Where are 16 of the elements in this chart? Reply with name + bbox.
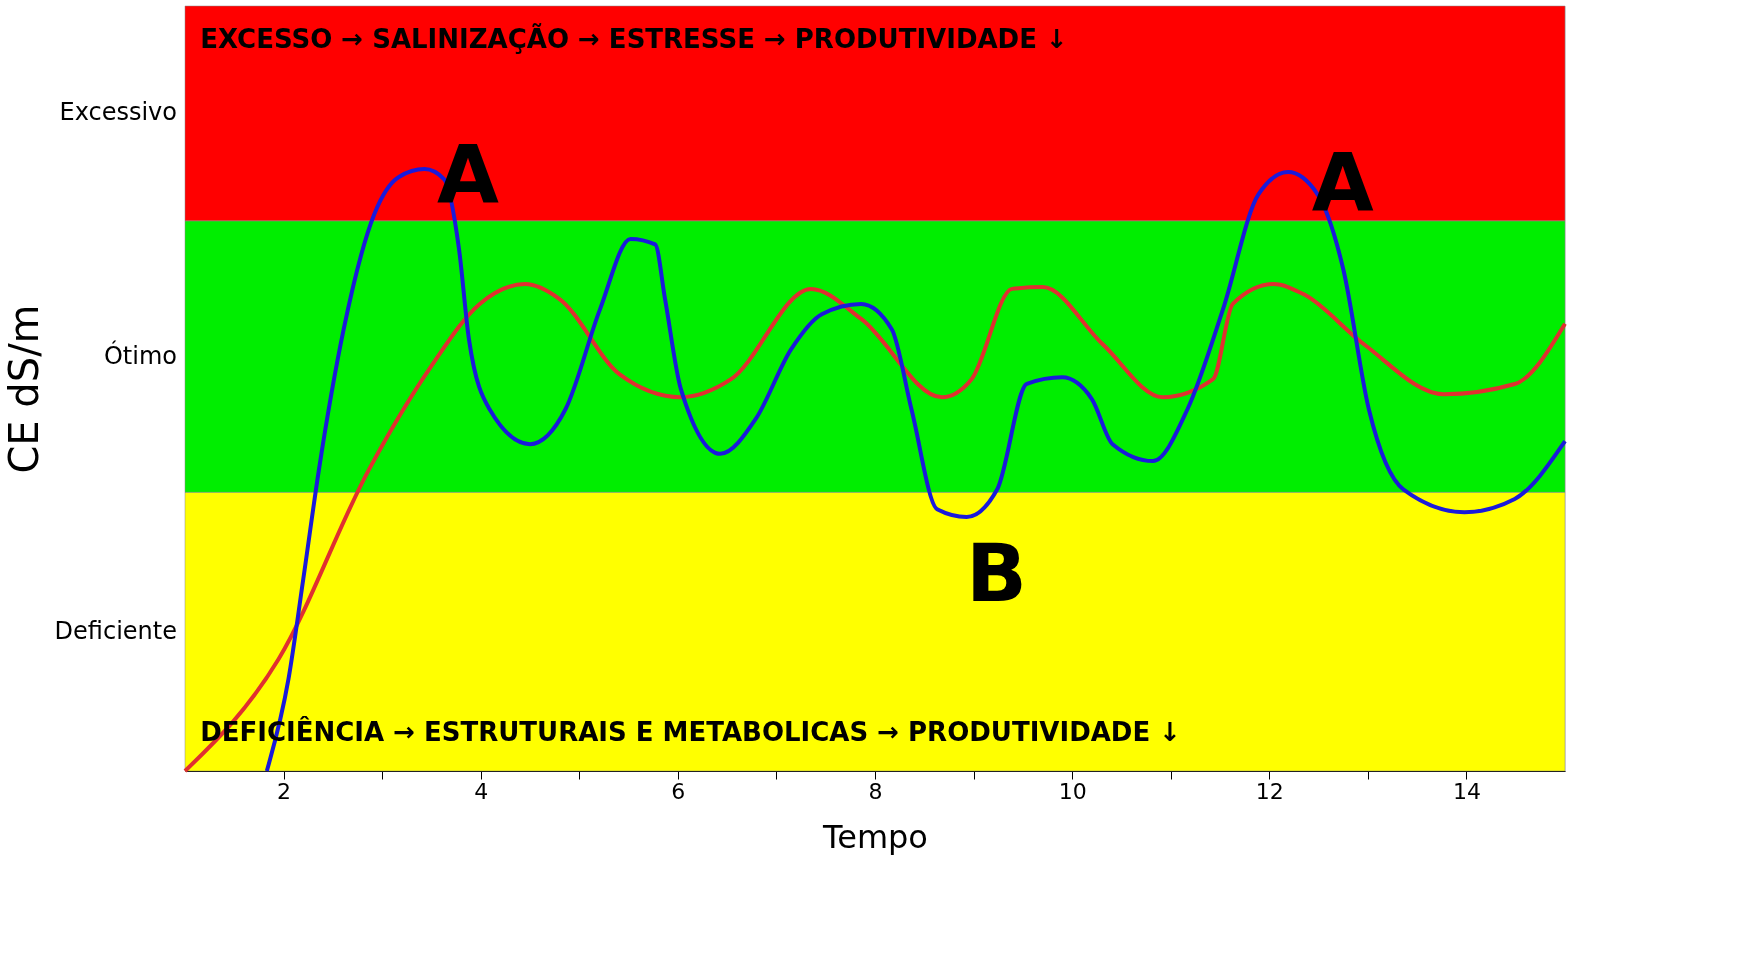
band-label: Ótimo xyxy=(103,339,177,370)
y-axis-title: CE dS/m xyxy=(0,304,47,474)
x-tick-label: 8 xyxy=(868,778,883,804)
annotation: A xyxy=(1311,137,1374,231)
annotation: A xyxy=(436,128,499,222)
band-label: Excessivo xyxy=(59,98,177,127)
band-label: Deficiente xyxy=(54,616,177,645)
annotation: B xyxy=(965,526,1027,620)
x-tick-label: 10 xyxy=(1058,778,1087,804)
x-tick-label: 14 xyxy=(1452,778,1481,804)
x-axis-title: Tempo xyxy=(822,817,928,856)
text: EXCESSO → SALINIZAÇÃO → ESTRESSE → PRODUTIVIDADE ↓ xyxy=(200,23,1068,55)
x-tick-label: 6 xyxy=(671,778,686,804)
x-tick-label: 4 xyxy=(474,778,489,804)
x-tick-label: 2 xyxy=(277,778,292,804)
x-tick-label: 12 xyxy=(1255,778,1284,804)
